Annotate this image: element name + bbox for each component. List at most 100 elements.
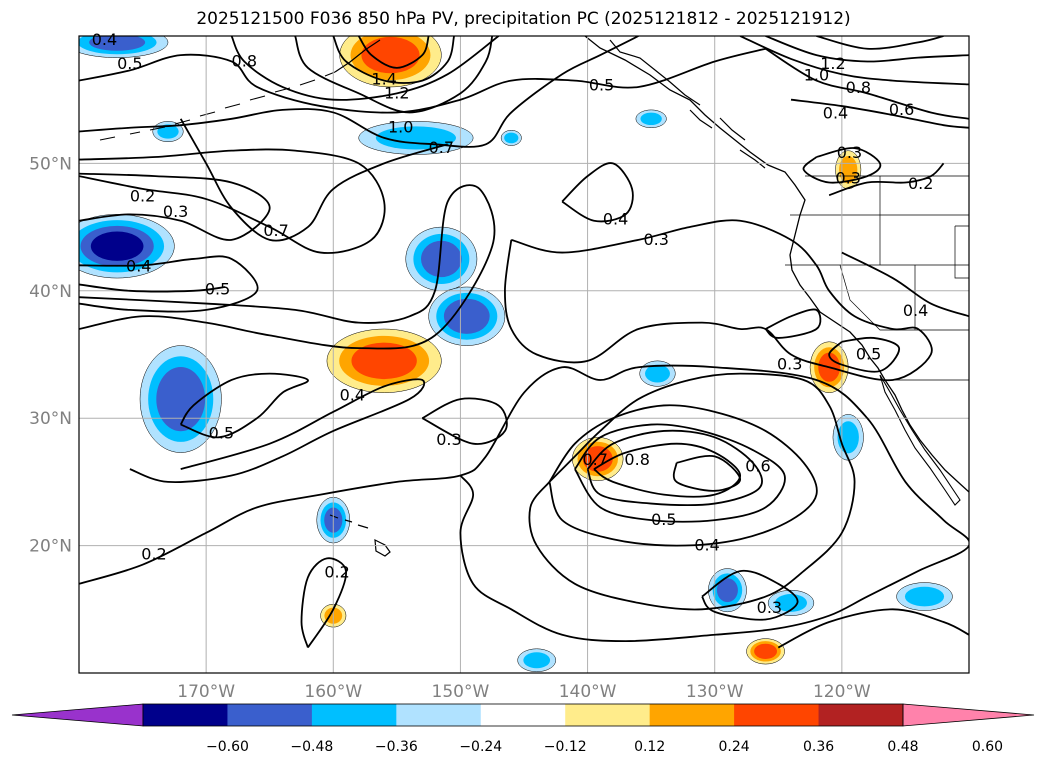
contour-label: 0.2: [908, 174, 933, 193]
colorbar-tick-label: 0.60: [972, 739, 1003, 755]
contour-label: 0.3: [757, 598, 782, 617]
alaska-coastline: [334, 39, 766, 169]
pv-contour-line: [79, 172, 271, 241]
pv-contour-line: [421, 397, 508, 445]
pv-contour-line: [828, 336, 900, 373]
pv-contour-line: [332, 36, 455, 84]
lat-tick-label: 50°N: [29, 154, 72, 174]
lon-tick-label: 150°W: [432, 682, 490, 702]
precip-anomaly-blob: [767, 589, 815, 616]
colorbar-tick-label: 0.24: [719, 739, 750, 755]
pv-contour-line: [504, 219, 933, 382]
colorbar-bin: [818, 704, 904, 726]
pv-contour-line: [586, 429, 763, 506]
precip-anomaly-blob: [152, 121, 184, 142]
colorbar-bin: [143, 704, 228, 726]
contour-label: 0.5: [205, 280, 230, 299]
contour-label: 0.2: [130, 187, 155, 206]
colorbar-bin: [480, 704, 566, 726]
precip-anomaly-blob: [896, 582, 953, 611]
anomaly-level-fill: [645, 364, 670, 383]
contour-label: 0.5: [589, 76, 614, 95]
axis-tick-labels: 170°W 160°W 150°W 140°W 130°W 120°W 50°N 40°N 30…: [29, 154, 871, 702]
pv-contour-labels: 0.40.5 0.81.41.21.00.70.51.21.00.80.4 0.60…: [92, 30, 934, 617]
anomaly-level-fill: [156, 366, 206, 432]
colorbar-bin: [396, 704, 482, 726]
lon-tick-label: 170°W: [177, 682, 235, 702]
anomaly-level-fill: [351, 342, 417, 380]
contour-label: 0.3: [163, 202, 188, 221]
precip-anomaly-blob: [79, 36, 169, 58]
pv-contour-line: [79, 36, 639, 148]
contour-label: 0.6: [889, 100, 914, 119]
anomaly-level-fill: [504, 132, 519, 144]
baja-california-coastline: [879, 374, 961, 506]
colorbar-tick-label: −0.24: [459, 739, 502, 755]
contour-label: 0.4: [126, 257, 151, 276]
pv-contour-line: [574, 423, 786, 523]
colorbar-tick-label: −0.12: [544, 739, 587, 755]
colorbar-bin: [649, 704, 735, 726]
precip-anomaly-blob: [79, 214, 175, 279]
contour-label: 1.2: [384, 83, 409, 102]
colorbar-tick-label: 0.12: [634, 739, 665, 755]
contour-label: 0.5: [209, 423, 234, 442]
contour-label: 0.8: [232, 51, 257, 70]
precip-anomaly-blob: [832, 414, 864, 461]
lon-tick-label: 120°W: [813, 682, 871, 702]
pv-contour-line: [765, 47, 969, 120]
contour-label: 0.3: [436, 430, 461, 449]
pv-contour-line: [300, 557, 347, 649]
pv-contour-line: [79, 255, 259, 313]
graticule: [79, 36, 969, 673]
precip-anomaly-blob: [500, 130, 522, 146]
lat-tick-label: 30°N: [29, 409, 72, 429]
precip-anomaly-blob: [639, 360, 676, 387]
anomaly-level-fill: [443, 298, 490, 334]
lon-tick-label: 140°W: [559, 682, 617, 702]
pv-contour-line: [701, 569, 799, 621]
map-frame: [78, 35, 970, 674]
pv-contour-line: [528, 372, 856, 611]
precip-anomaly-blob: [746, 638, 785, 665]
contour-label: 0.4: [603, 209, 628, 228]
anomaly-level-fill: [361, 36, 420, 74]
colorbar-tick-label: 0.48: [887, 739, 918, 755]
pv-contour-line: [828, 162, 945, 197]
contour-label: 0.5: [117, 54, 142, 73]
precip-anomaly-blob: [517, 648, 557, 672]
pv-contour-line: [294, 36, 494, 114]
anomaly-level-fill: [904, 586, 945, 607]
pv-contour-line: [79, 148, 386, 254]
contour-label: 0.7: [582, 450, 607, 469]
lat-tick-label: 40°N: [29, 282, 72, 302]
contour-label: 1.0: [388, 118, 413, 137]
state-borders: [785, 175, 969, 381]
contour-label: 0.4: [694, 536, 719, 555]
precip-anomaly-blob: [635, 109, 667, 128]
north-america-coastline: [584, 36, 969, 493]
anomaly-level-fill: [157, 124, 179, 139]
anomaly-level-fill: [421, 240, 462, 278]
colorbar-bin: [565, 704, 651, 726]
contour-label: 0.2: [324, 562, 349, 581]
pv-contour-line: [765, 36, 969, 63]
pv-contour-line: [79, 47, 766, 114]
pv-contour-line: [129, 378, 426, 484]
colorbar-bin: [227, 704, 313, 726]
pv-contour-line: [548, 404, 818, 547]
contour-label: 0.2: [141, 545, 166, 564]
contour-label: 0.5: [651, 510, 676, 529]
pv-contour-line: [672, 454, 742, 492]
anomaly-level-fill: [640, 112, 662, 126]
pv-contour-line: [802, 147, 882, 184]
contour-label: 1.0: [804, 65, 829, 84]
precip-anomaly-blob: [139, 345, 222, 453]
contour-label: 0.4: [340, 385, 365, 404]
pv-contour-line: [739, 36, 969, 86]
pv-contour-line: [816, 36, 944, 50]
pv-contour-line: [357, 36, 430, 69]
lon-tick-label: 130°W: [686, 682, 744, 702]
pv-contour-line: [79, 364, 969, 643]
